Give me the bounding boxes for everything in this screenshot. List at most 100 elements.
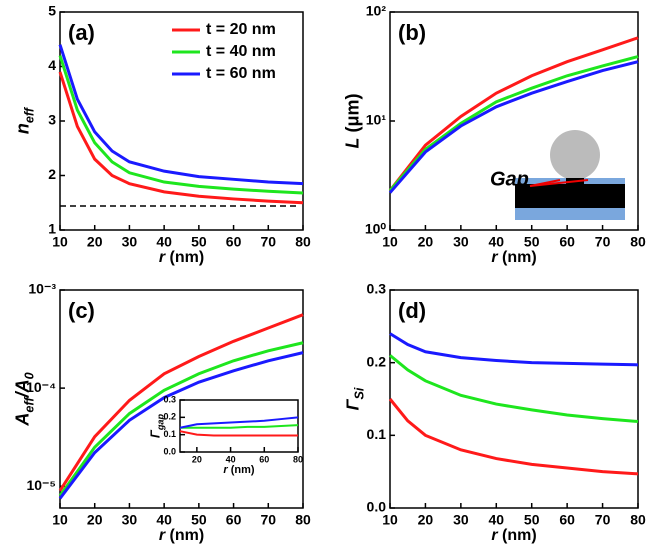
x-tick-label: 20 bbox=[418, 233, 434, 249]
series-line bbox=[388, 398, 639, 476]
label-part: 0 bbox=[23, 372, 37, 379]
series-line bbox=[58, 71, 304, 205]
x-axis-label: r (nm) bbox=[223, 464, 255, 476]
x-tick-label: 30 bbox=[453, 233, 469, 249]
x-tick-label: 70 bbox=[595, 511, 611, 527]
series-line bbox=[58, 313, 304, 492]
label-part: eff bbox=[23, 106, 37, 123]
x-tick-label: 70 bbox=[260, 511, 276, 527]
x-tick-label: 50 bbox=[524, 233, 540, 249]
label-part: (nm) bbox=[165, 527, 204, 544]
y-tick-label: 0.3 bbox=[367, 281, 387, 297]
y-tick-label: 0.1 bbox=[367, 426, 387, 442]
x-tick-label: 80 bbox=[630, 511, 646, 527]
label-part: r bbox=[491, 527, 498, 544]
x-tick-label: 20 bbox=[87, 511, 103, 527]
y-axis-label: neff bbox=[12, 106, 37, 134]
label-part: /A bbox=[12, 379, 32, 398]
label-part: r bbox=[159, 249, 166, 266]
silicon-layer bbox=[515, 184, 625, 208]
x-tick-label: 10 bbox=[382, 233, 398, 249]
label-part: (nm) bbox=[498, 249, 537, 266]
panel-label: (c) bbox=[68, 298, 95, 323]
series-line bbox=[388, 55, 639, 192]
series-line bbox=[180, 424, 299, 429]
y-axis-label: ΓSi bbox=[342, 387, 367, 410]
series-line bbox=[58, 44, 304, 186]
series-line bbox=[388, 60, 639, 194]
plot-frame bbox=[59, 289, 304, 509]
structure-inset: Gap bbox=[490, 130, 625, 220]
label-part: A bbox=[12, 413, 32, 427]
panel-label: (b) bbox=[398, 20, 426, 45]
x-axis-label: r (nm) bbox=[159, 249, 204, 266]
x-axis-label: r (nm) bbox=[491, 527, 536, 544]
series-line bbox=[179, 416, 299, 429]
label-part: Γ bbox=[148, 429, 163, 438]
x-tick-label: 80 bbox=[293, 454, 303, 464]
panel-label: (d) bbox=[398, 298, 426, 323]
y-tick-label: 2 bbox=[48, 166, 56, 182]
panel-label: (a) bbox=[68, 20, 95, 45]
y-tick-label: 3 bbox=[48, 112, 56, 128]
x-tick-label: 60 bbox=[559, 233, 575, 249]
x-tick-label: 40 bbox=[488, 233, 504, 249]
x-tick-label: 80 bbox=[295, 511, 311, 527]
x-tick-label: 30 bbox=[453, 511, 469, 527]
label-part: n bbox=[12, 123, 32, 134]
y-tick-label: 10⁰ bbox=[365, 221, 387, 237]
x-tick-label: 40 bbox=[156, 511, 172, 527]
x-tick-label: 60 bbox=[226, 511, 242, 527]
x-tick-label: 70 bbox=[260, 233, 276, 249]
x-tick-label: 40 bbox=[226, 454, 236, 464]
y-tick-label: 0.3 bbox=[163, 394, 176, 404]
series-line bbox=[58, 341, 304, 497]
series-line bbox=[58, 351, 304, 500]
x-tick-label: 70 bbox=[595, 233, 611, 249]
y-tick-label: 5 bbox=[48, 3, 56, 19]
series-line bbox=[179, 430, 298, 437]
y-tick-label: 10⁻⁵ bbox=[26, 477, 56, 493]
x-tick-label: 30 bbox=[122, 511, 138, 527]
series-line bbox=[389, 332, 639, 367]
x-tick-label: 10 bbox=[52, 511, 68, 527]
series-line bbox=[388, 36, 639, 192]
x-axis-label: r (nm) bbox=[159, 527, 204, 544]
y-tick-label: 10¹ bbox=[366, 112, 387, 128]
label-part: (nm) bbox=[228, 464, 255, 476]
y-axis-label: L (μm) bbox=[342, 93, 362, 148]
label-part: r bbox=[491, 249, 498, 266]
y-tick-label: 1 bbox=[48, 221, 56, 237]
x-tick-label: 20 bbox=[87, 233, 103, 249]
y-tick-label: 0.0 bbox=[367, 499, 387, 515]
label-part: (nm) bbox=[165, 249, 204, 266]
x-axis-label: r (nm) bbox=[491, 249, 536, 266]
legend-entry: t = 60 nm bbox=[206, 65, 276, 82]
label-part: Γ bbox=[342, 398, 362, 410]
y-tick-label: 0.2 bbox=[163, 412, 176, 422]
x-tick-label: 10 bbox=[382, 511, 398, 527]
label-part: gap bbox=[156, 414, 166, 432]
legend-entry: t = 20 nm bbox=[206, 21, 276, 38]
gap-label: Gap bbox=[490, 168, 529, 190]
y-axis-label: Aeff/A0 bbox=[12, 372, 37, 426]
legend-entry: t = 40 nm bbox=[206, 43, 276, 60]
label-part: L bbox=[342, 138, 362, 149]
plot-frame bbox=[389, 289, 639, 509]
x-tick-label: 80 bbox=[630, 233, 646, 249]
x-tick-label: 40 bbox=[156, 233, 172, 249]
x-tick-label: 30 bbox=[122, 233, 138, 249]
label-part: (nm) bbox=[498, 527, 537, 544]
series-line bbox=[389, 354, 639, 424]
x-tick-label: 20 bbox=[192, 454, 202, 464]
label-part: Si bbox=[353, 387, 367, 399]
x-tick-label: 10 bbox=[52, 233, 68, 249]
x-tick-label: 40 bbox=[488, 511, 504, 527]
y-tick-label: 4 bbox=[48, 57, 56, 73]
y-tick-label: 10⁻⁴ bbox=[26, 379, 56, 395]
label-part: r bbox=[159, 527, 166, 544]
x-tick-label: 60 bbox=[226, 233, 242, 249]
y-tick-label: 0.0 bbox=[163, 446, 176, 456]
x-tick-label: 50 bbox=[191, 511, 207, 527]
